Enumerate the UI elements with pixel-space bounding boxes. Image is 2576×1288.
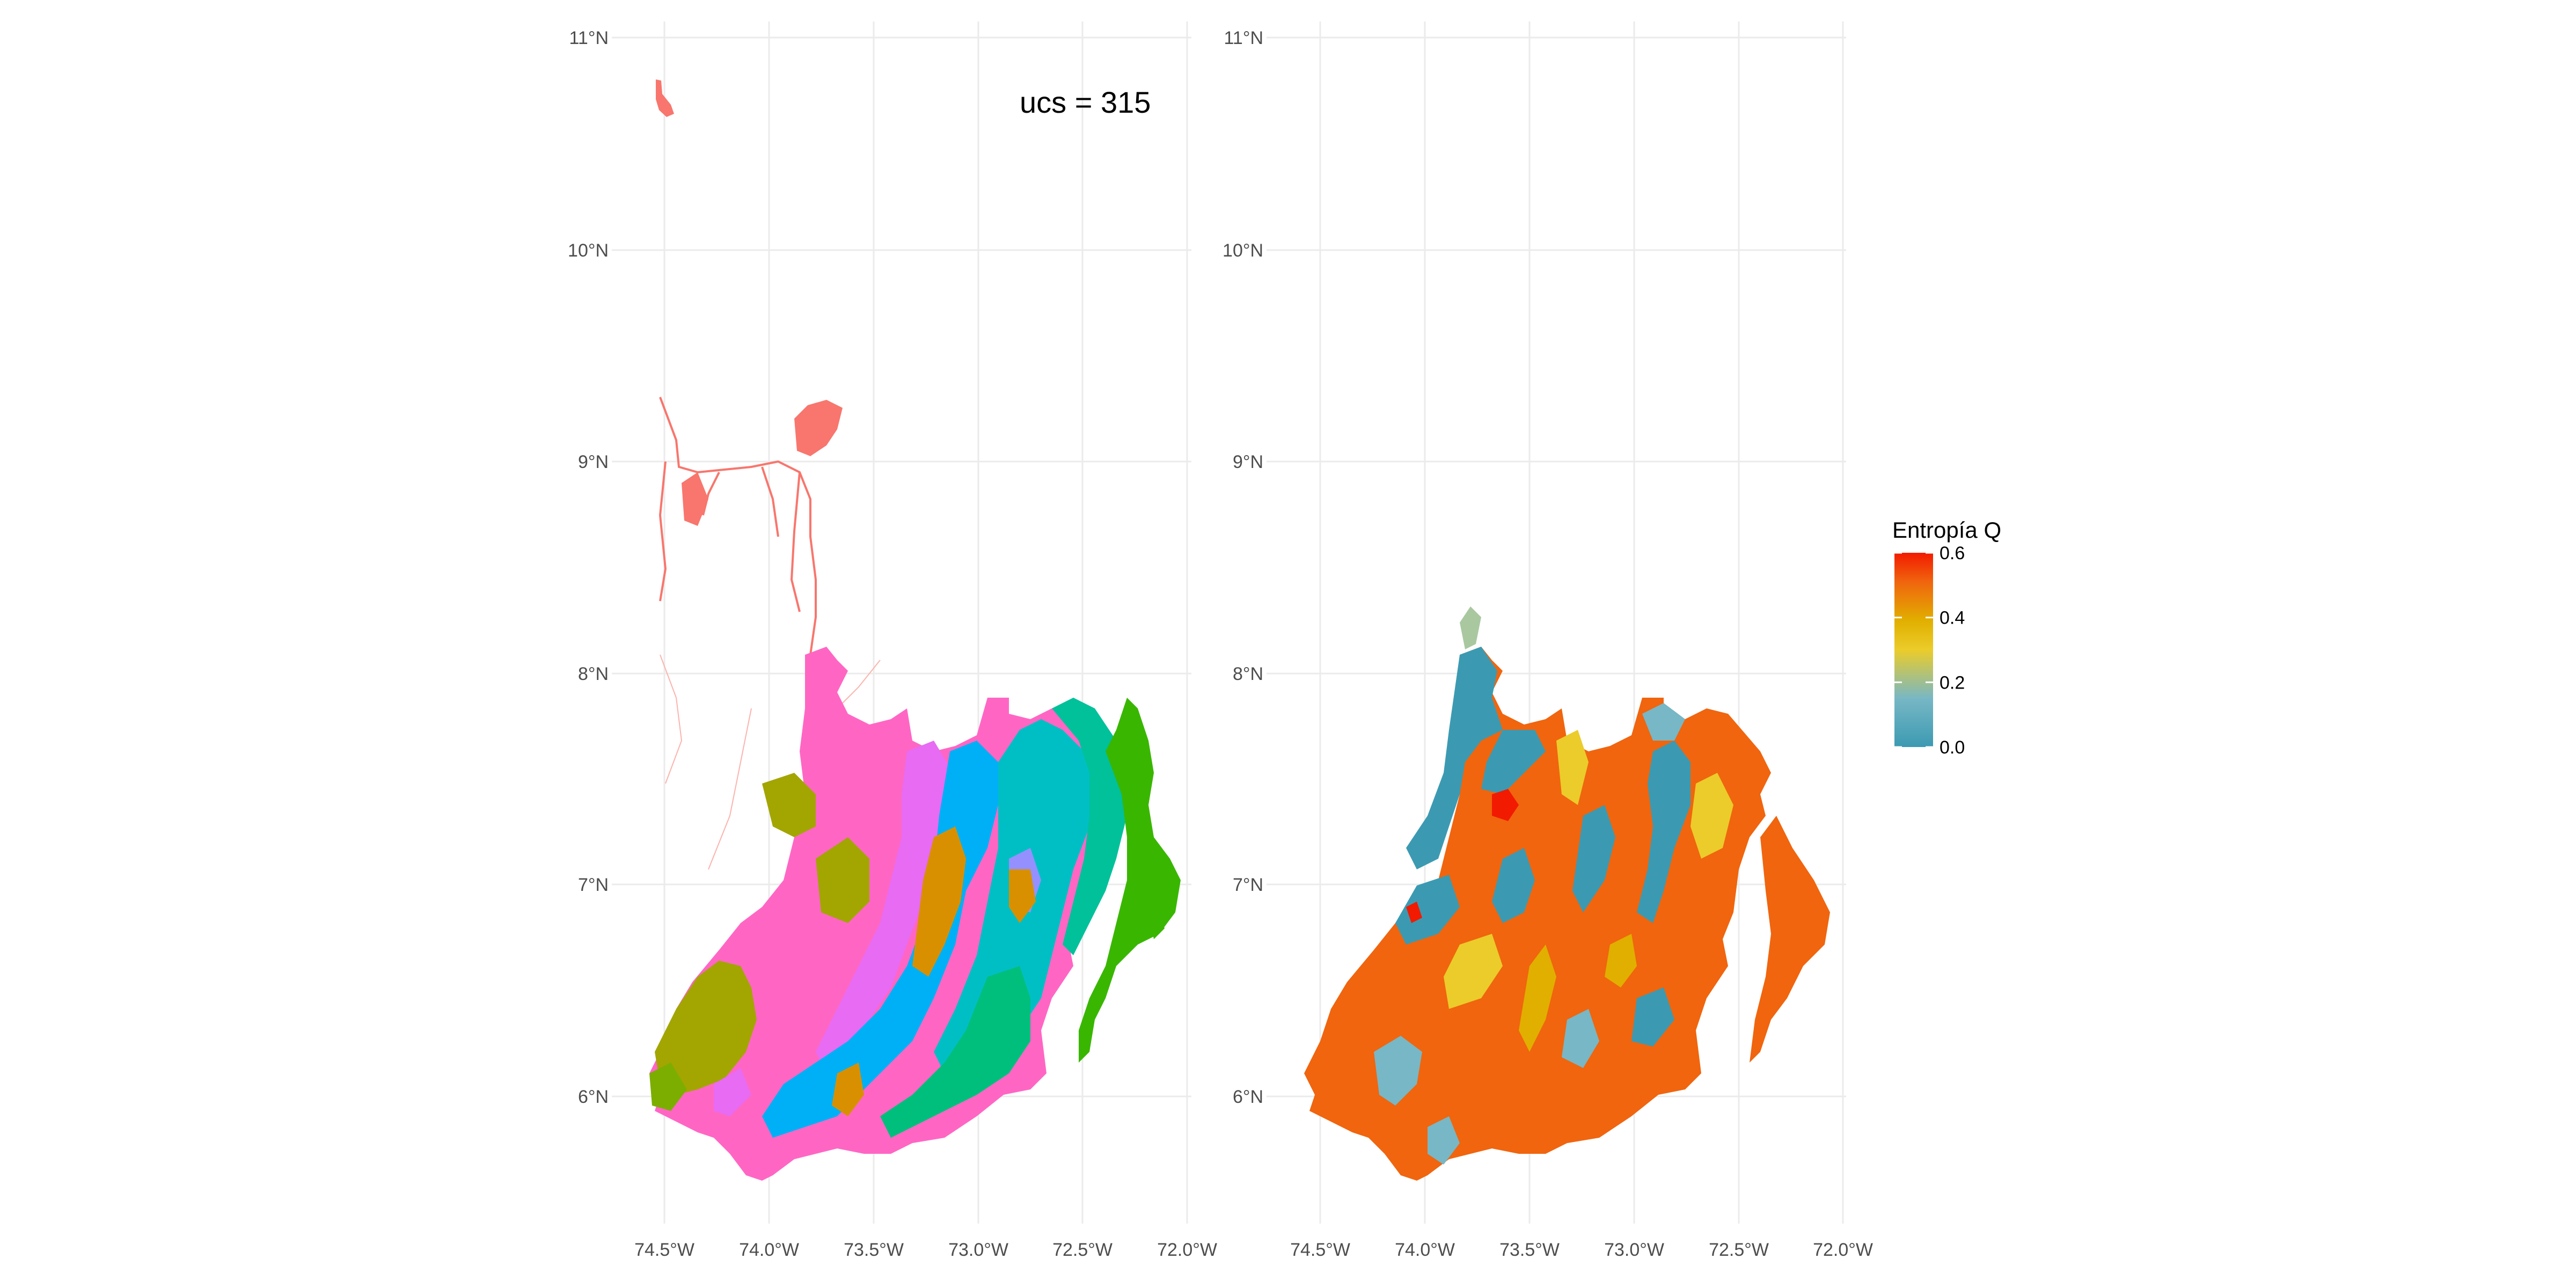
- latitude-tick-label: 9°N: [1233, 452, 1263, 472]
- orange-unit: [832, 1063, 864, 1116]
- high-entropy-unit: [1519, 945, 1556, 1052]
- right-map-panel: 11°N10°N9°N8°N7°N6°N 74.5°W 74.0°W 73.5°W 7…: [1223, 21, 2001, 1260]
- mid-entropy-unit: [1642, 703, 1685, 741]
- legend-tick-label: 0.6: [1940, 543, 1965, 564]
- mid-entropy-unit: [1428, 1116, 1460, 1165]
- legend-colorbar: [1894, 553, 1933, 747]
- latitude-tick-label: 6°N: [578, 1087, 609, 1107]
- longitude-tick-label: 73.0°W: [948, 1240, 1008, 1260]
- latitude-tick-label: 10°N: [1223, 240, 1263, 261]
- left-latitude-labels: 11°N 10°N 9°N 8°N 7°N 6°N: [568, 28, 609, 1107]
- longitude-tick-label: 74.0°W: [1395, 1240, 1455, 1260]
- legend-tick-label: 0.2: [1940, 672, 1965, 693]
- longitude-tick-label: 72.0°W: [1157, 1240, 1217, 1260]
- orange-unit: [1009, 869, 1036, 923]
- green-unit: [880, 966, 1030, 1138]
- mid-entropy-unit: [1374, 1036, 1422, 1106]
- east-extension: [1750, 816, 1830, 1063]
- entropy-base-region: [1304, 647, 1771, 1181]
- peak-entropy-unit: [1406, 902, 1422, 923]
- latitude-tick-label: 7°N: [1233, 875, 1263, 895]
- northern-island-fragment: [656, 79, 674, 117]
- high-entropy-unit: [1690, 773, 1733, 859]
- low-entropy-unit: [1406, 647, 1503, 869]
- low-entropy-unit: [1492, 848, 1535, 923]
- latitude-tick-label: 9°N: [578, 452, 609, 472]
- green-unit: [649, 1063, 687, 1111]
- legend-tick-label: 0.4: [1940, 608, 1965, 628]
- left-map-panel: 11°N10°N9°N8°N7°N6°N 74.5°W 74.0°W 73.5°W 7…: [568, 21, 1217, 1260]
- latitude-tick-label: 8°N: [1233, 664, 1263, 684]
- latitude-tick-label: 11°N: [1224, 28, 1263, 48]
- right-longitude-labels: 74.5°W 74.0°W 73.5°W 73.0°W 72.5°W 72.0°W: [1290, 1240, 1873, 1260]
- legend-tick-label: 0.0: [1940, 737, 1965, 758]
- northern-stream-fragment: [794, 400, 843, 456]
- high-entropy-unit: [1605, 934, 1637, 987]
- olive-unit: [655, 961, 757, 1095]
- magenta-unit: [714, 1068, 751, 1116]
- longitude-tick-label: 73.5°W: [844, 1240, 904, 1260]
- latitude-tick-label: 11°N: [569, 28, 609, 48]
- longitude-tick-label: 72.0°W: [1813, 1240, 1873, 1260]
- low-entropy-unit: [1395, 875, 1460, 945]
- bright-green-unit: [1079, 698, 1181, 1063]
- entropy-legend: Entropía Q 0.0 0.2 0.4 0.6: [1892, 517, 2001, 758]
- orange-unit: [912, 826, 966, 977]
- right-region-shapes: [1304, 606, 1830, 1181]
- latitude-tick-label: 6°N: [1233, 1087, 1263, 1107]
- legend-ticks: 0.0 0.2 0.4 0.6: [1894, 543, 1965, 758]
- longitude-tick-label: 74.5°W: [634, 1240, 694, 1260]
- latitude-tick-label: 8°N: [578, 664, 609, 684]
- longitude-tick-label: 74.5°W: [1290, 1240, 1350, 1260]
- right-latitude-labels: 11°N 10°N 9°N 8°N 7°N 6°N: [1223, 28, 1263, 1107]
- bright-green-unit: [1148, 907, 1165, 939]
- high-entropy-unit: [1444, 934, 1503, 1009]
- low-entropy-unit: [1572, 805, 1615, 912]
- green-unit: [1052, 698, 1127, 955]
- legend-title: Entropía Q: [1892, 517, 2001, 543]
- longitude-tick-label: 73.5°W: [1499, 1240, 1560, 1260]
- river-network: [658, 397, 817, 655]
- longitude-tick-label: 72.5°W: [1052, 1240, 1113, 1260]
- left-region-shapes: [649, 79, 1181, 1181]
- river-network: [660, 654, 881, 870]
- longitude-tick-label: 74.0°W: [739, 1240, 799, 1260]
- low-entropy-unit: [1481, 730, 1546, 794]
- longitude-tick-label: 73.0°W: [1604, 1240, 1664, 1260]
- ucs-annotation: ucs = 315: [1020, 85, 1151, 119]
- olive-unit: [816, 837, 869, 923]
- mid-entropy-unit: [1562, 1009, 1599, 1068]
- latitude-tick-label: 7°N: [578, 875, 609, 895]
- peak-entropy-unit: [1492, 789, 1519, 821]
- left-longitude-labels: 74.5°W 74.0°W 73.5°W 73.0°W 72.5°W 72.0°W: [634, 1240, 1217, 1260]
- longitude-tick-label: 72.5°W: [1709, 1240, 1769, 1260]
- olive-unit: [762, 773, 816, 837]
- low-entropy-unit: [1631, 987, 1674, 1046]
- low-entropy-unit: [1637, 741, 1690, 923]
- mid-entropy-unit: [1460, 606, 1481, 649]
- northern-stream-fragment: [682, 472, 708, 526]
- high-entropy-unit: [1556, 730, 1589, 805]
- latitude-tick-label: 10°N: [568, 240, 609, 261]
- magenta-unit: [816, 741, 950, 1073]
